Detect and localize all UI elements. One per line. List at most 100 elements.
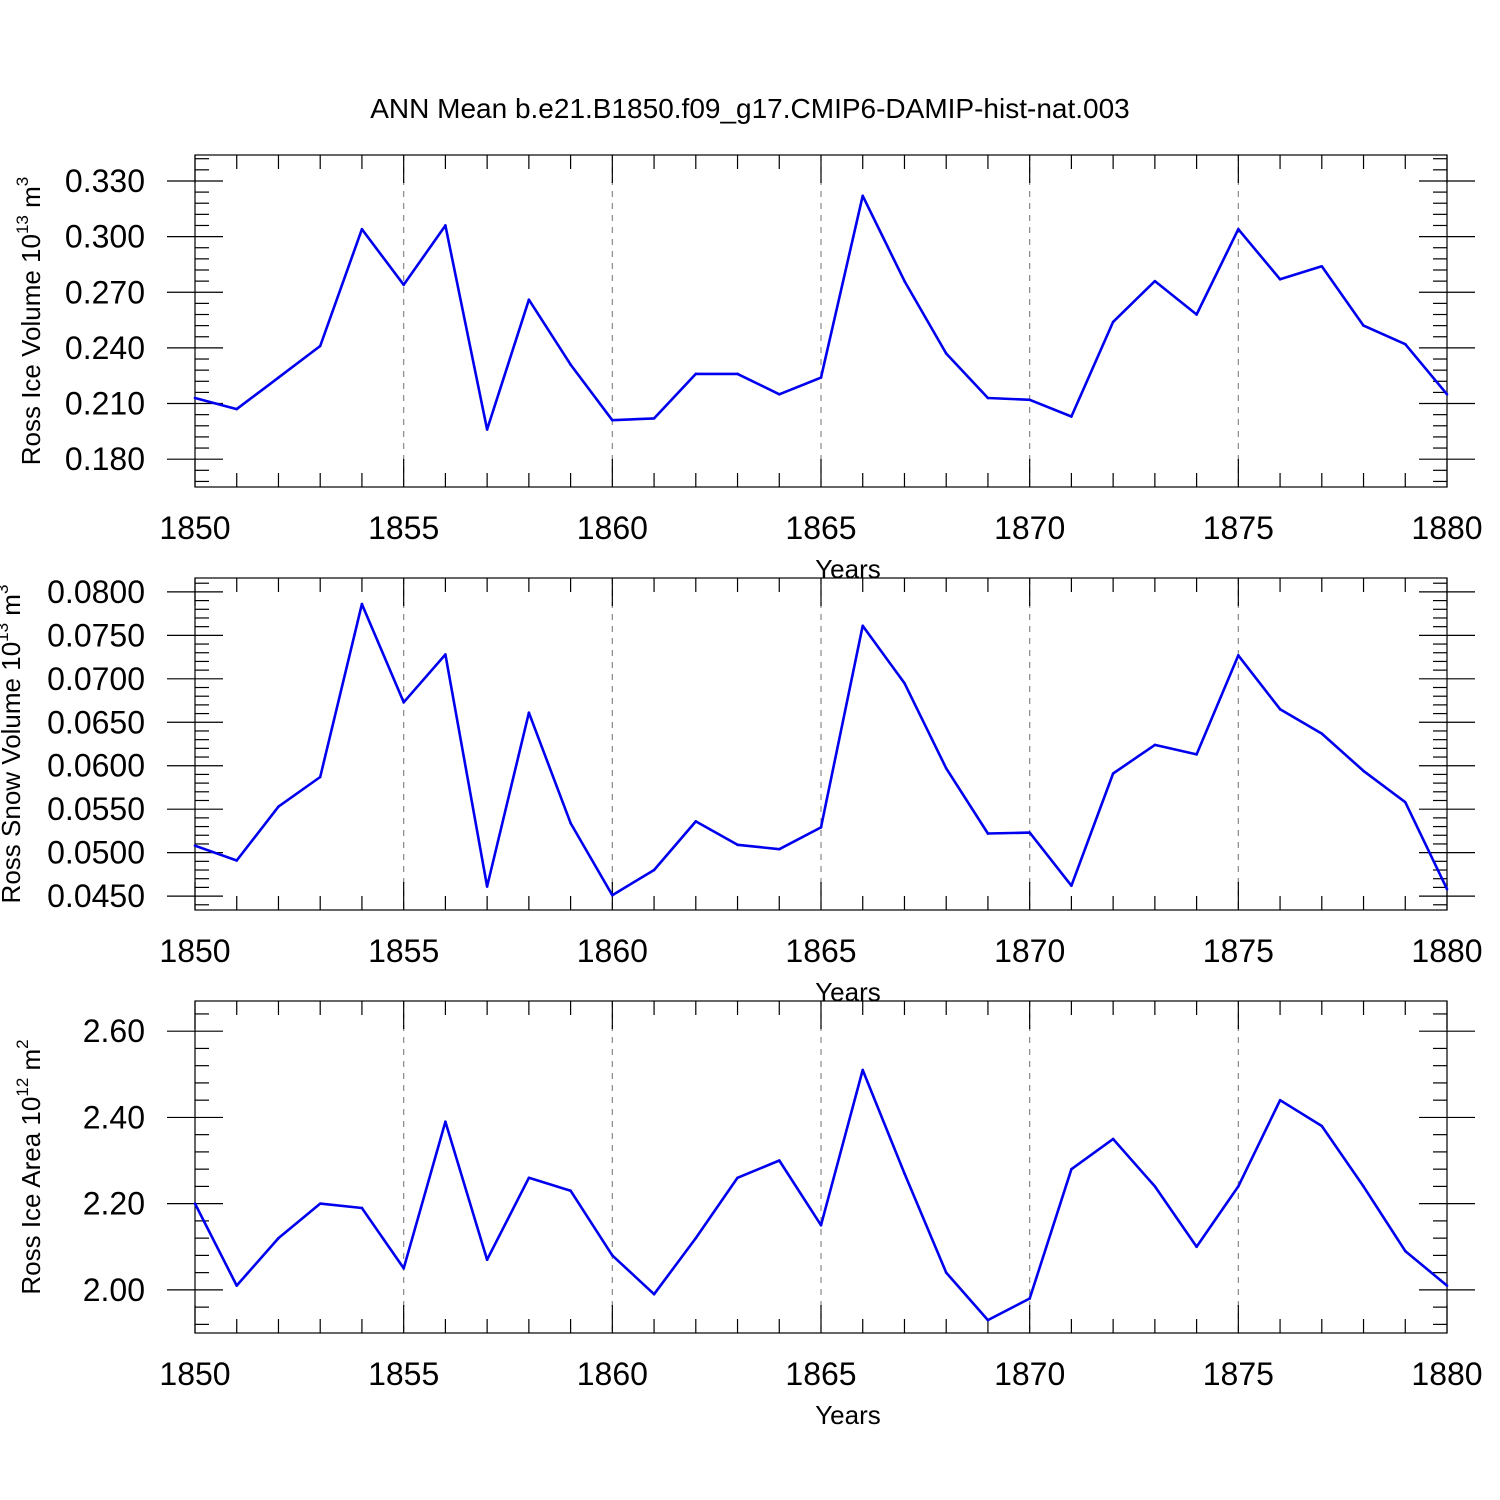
x-tick-label: 1850	[159, 933, 230, 969]
x-tick-label: 1860	[577, 933, 648, 969]
data-point	[527, 298, 531, 301]
data-point	[1362, 324, 1365, 327]
x-tick-label: 1850	[159, 1356, 230, 1392]
data-point	[944, 1271, 948, 1274]
data-point	[402, 1267, 405, 1270]
data-point	[360, 602, 364, 606]
data-point	[193, 396, 197, 400]
data-point	[1111, 772, 1115, 775]
y-axis-title-exponent: 13	[0, 623, 12, 642]
data-point	[360, 1206, 364, 1210]
data-point	[652, 1292, 656, 1296]
data-point	[1153, 743, 1157, 747]
data-point	[986, 396, 990, 400]
data-point	[694, 820, 698, 823]
y-axis-title-unit-exponent: 2	[13, 1039, 32, 1048]
y-axis-title-exponent: 12	[13, 1078, 32, 1097]
x-tick-label: 1865	[785, 933, 856, 969]
data-point	[527, 711, 531, 715]
data-point	[944, 767, 948, 770]
y-axis-title-main: Ross Ice Volume 10	[16, 234, 46, 465]
data-point	[569, 1189, 572, 1193]
data-point	[1111, 1137, 1115, 1141]
y-tick-label: 0.0750	[47, 617, 145, 653]
y-axis-title-unit: m	[16, 1049, 46, 1078]
data-point	[1403, 342, 1407, 346]
x-axis-title: Years	[815, 977, 881, 1007]
data-point	[736, 843, 739, 847]
data-point	[444, 653, 447, 656]
data-point	[235, 1284, 239, 1287]
data-point	[1070, 884, 1073, 887]
y-tick-label: 0.0800	[47, 574, 145, 610]
data-point	[819, 1223, 823, 1227]
data-point	[402, 700, 405, 704]
data-point	[235, 407, 239, 411]
x-tick-label: 1850	[159, 510, 230, 546]
data-point	[986, 832, 990, 835]
chart-title: ANN Mean b.e21.B1850.f09_g17.CMIP6-DAMIP…	[370, 93, 1130, 124]
y-tick-label: 0.270	[65, 274, 145, 310]
data-point	[652, 868, 656, 872]
data-point	[485, 1258, 489, 1262]
data-point	[1070, 1167, 1073, 1171]
data-point	[1445, 1284, 1449, 1287]
data-point	[277, 1236, 280, 1240]
data-point	[611, 893, 614, 897]
x-tick-label: 1865	[785, 510, 856, 546]
data-point	[1403, 1249, 1407, 1253]
x-tick-label: 1880	[1411, 510, 1482, 546]
x-tick-label: 1870	[994, 1356, 1065, 1392]
x-tick-label: 1860	[577, 1356, 648, 1392]
y-axis-title: Ross Ice Area 1012 m2	[13, 1039, 46, 1294]
data-point	[1195, 1245, 1198, 1249]
data-point	[861, 1068, 865, 1072]
x-tick-label: 1865	[785, 1356, 856, 1392]
data-point	[1070, 415, 1073, 418]
data-point	[903, 1172, 906, 1175]
x-tick-label: 1855	[368, 510, 439, 546]
panel-2: 1850 1855 1860 1865 1870 1875 1880 0.0450 0.0500…	[0, 574, 1483, 1007]
y-tick-label: 0.0450	[47, 878, 145, 914]
data-point	[1445, 392, 1449, 396]
data-point	[861, 624, 865, 628]
x-tick-label: 1875	[1203, 933, 1274, 969]
data-point	[277, 805, 280, 808]
x-axis-title: Years	[815, 554, 881, 584]
y-axis-title: Ross Snow Volume 1013 m3	[0, 585, 26, 904]
y-tick-label: 0.0700	[47, 661, 145, 697]
y-tick-label: 2.40	[83, 1099, 145, 1135]
data-point	[777, 392, 781, 396]
data-point	[736, 1176, 739, 1180]
y-axis-title-main: Ross Snow Volume 10	[0, 642, 26, 904]
data-point	[694, 1236, 698, 1240]
panel-1: 1850 1855 1860 1865 1870 1875 1880 0.180 0.210 0.…	[13, 154, 1483, 584]
data-point	[1320, 264, 1324, 268]
data-point	[1237, 654, 1240, 657]
data-point	[611, 1254, 614, 1257]
data-point	[1111, 320, 1115, 324]
data-point	[652, 417, 656, 420]
data-point	[1195, 313, 1198, 316]
y-tick-label: 0.210	[65, 386, 145, 422]
data-point	[1195, 753, 1198, 756]
data-point	[1028, 831, 1031, 834]
data-point	[193, 1202, 197, 1205]
data-point	[903, 279, 906, 283]
x-tick-label: 1855	[368, 1356, 439, 1392]
data-point	[235, 859, 239, 862]
y-tick-label: 0.0600	[47, 748, 145, 784]
y-axis-title-unit: m	[16, 186, 46, 215]
y-tick-label: 0.0500	[47, 835, 145, 871]
x-tick-label: 1860	[577, 510, 648, 546]
data-point	[736, 372, 739, 376]
data-point	[1028, 1297, 1031, 1300]
data-point	[527, 1176, 531, 1180]
data-point	[1278, 277, 1282, 281]
x-tick-label: 1855	[368, 933, 439, 969]
x-tick-label: 1880	[1411, 933, 1482, 969]
data-point	[819, 826, 823, 829]
x-tick-label: 1870	[994, 933, 1065, 969]
